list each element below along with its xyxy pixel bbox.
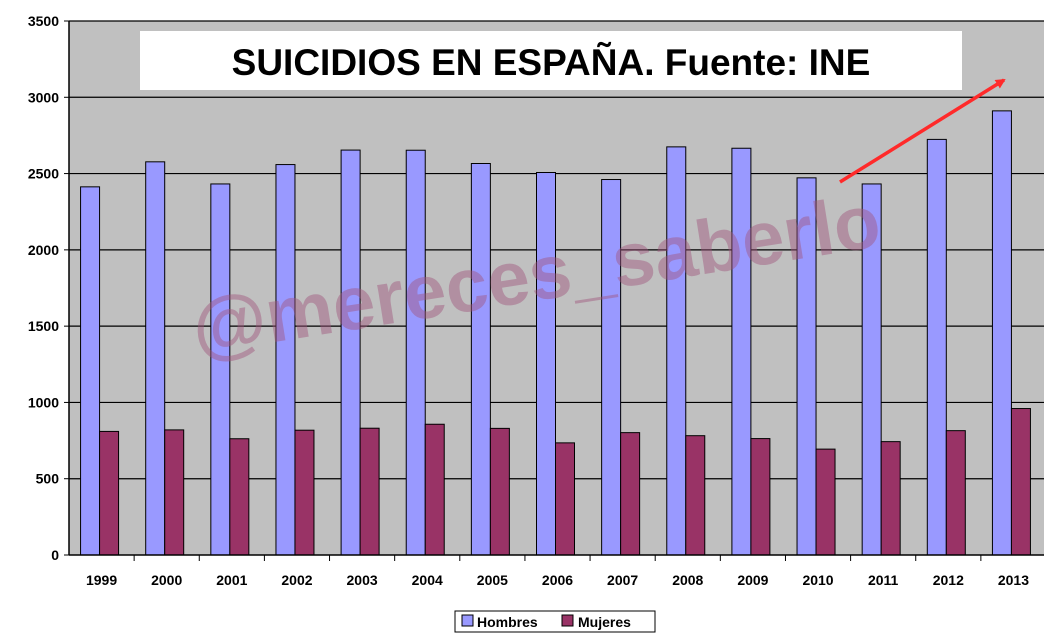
y-tick-label: 3000 xyxy=(28,89,59,105)
bar-mujeres xyxy=(424,423,445,556)
legend-swatch-mujeres xyxy=(561,614,574,627)
bar-mujeres xyxy=(750,438,771,556)
x-tick-label: 2003 xyxy=(347,572,378,588)
x-tick-labels: 1999 2000 2001 2002 2003 2004 2005 2006 2007 2008… xyxy=(86,555,1029,588)
x-tick-label: 2010 xyxy=(802,572,833,588)
legend-swatch-hombres xyxy=(461,614,474,627)
x-tick-label: 2001 xyxy=(216,572,247,588)
bar-hombres xyxy=(210,183,231,556)
x-tick-label: 2002 xyxy=(281,572,312,588)
x-tick-label: 2009 xyxy=(737,572,768,588)
bar-hombres xyxy=(340,149,361,556)
bar-hombres xyxy=(275,164,296,556)
legend-box xyxy=(454,610,656,633)
bar-mujeres xyxy=(1010,408,1031,556)
y-tick-labels: 0 500 1000 1500 2000 2500 3000 3500 xyxy=(28,13,69,563)
bar-mujeres xyxy=(99,430,120,556)
x-tick-label: 2008 xyxy=(672,572,703,588)
bar-mujeres xyxy=(229,438,250,556)
x-tick-label: 2006 xyxy=(542,572,573,588)
x-tick-label: 2012 xyxy=(933,572,964,588)
bar-mujeres xyxy=(685,435,706,556)
bar-hombres xyxy=(991,110,1012,556)
x-tick-label: 2011 xyxy=(868,572,899,588)
bar-mujeres xyxy=(620,432,641,556)
chart-title: SUICIDIOS EN ESPAÑA. Fuente: INE xyxy=(232,41,871,83)
bar-mujeres xyxy=(880,441,901,556)
bar-mujeres xyxy=(164,429,185,556)
x-tick-label: 2005 xyxy=(477,572,508,588)
bar-mujeres xyxy=(489,427,510,556)
y-tick-label: 2000 xyxy=(28,242,59,258)
legend: Hombres Mujeres xyxy=(454,610,656,633)
x-tick-label: 2007 xyxy=(607,572,638,588)
bar-hombres xyxy=(926,138,947,556)
x-tick-label: 2000 xyxy=(151,572,182,588)
bar-hombres xyxy=(80,186,101,556)
y-tick-label: 500 xyxy=(36,471,60,487)
bar-mujeres xyxy=(555,442,575,556)
bar-hombres xyxy=(145,161,166,556)
chart-title-box xyxy=(140,31,962,90)
legend-label-mujeres: Mujeres xyxy=(578,614,631,630)
x-tick-label: 2013 xyxy=(998,572,1029,588)
y-tick-label: 2500 xyxy=(28,166,59,182)
y-tick-label: 1000 xyxy=(28,394,59,410)
bar-hombres xyxy=(470,163,491,556)
bar-hombres xyxy=(405,149,426,556)
x-tick-label: 1999 xyxy=(86,572,117,588)
bar-mujeres xyxy=(815,448,836,556)
y-tick-label: 3500 xyxy=(28,13,59,29)
legend-label-hombres: Hombres xyxy=(477,614,538,630)
x-tick-label: 2004 xyxy=(412,572,443,588)
y-tick-label: 0 xyxy=(51,547,59,563)
bar-mujeres xyxy=(945,430,966,556)
bars xyxy=(80,110,1031,556)
trend-arrow xyxy=(839,78,1006,184)
bar-mujeres xyxy=(294,429,315,556)
y-tick-label: 1500 xyxy=(28,318,59,334)
bar-mujeres xyxy=(359,427,380,556)
